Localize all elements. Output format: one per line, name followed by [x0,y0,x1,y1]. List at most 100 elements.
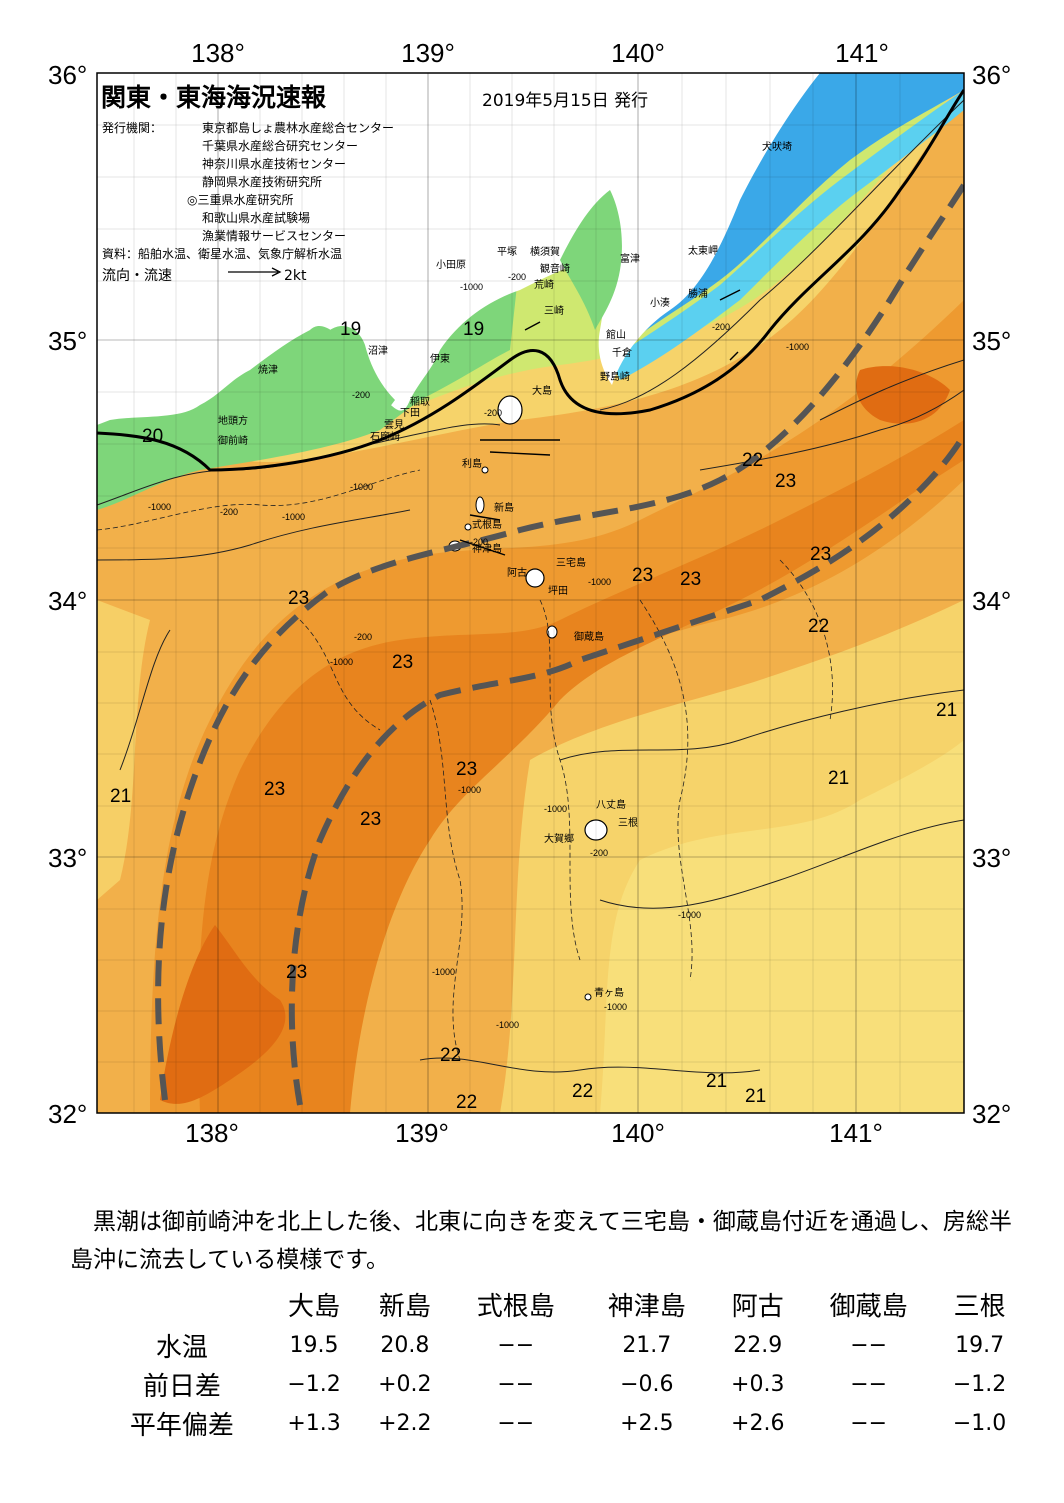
column-header: 御蔵島 [829,1291,908,1322]
kuroshio-deep-region [198,420,964,1113]
temp-label: 23 [775,471,796,492]
temp-label: 22 [742,450,763,471]
sea-west-band [97,600,150,900]
temp-label: 19 [463,319,484,340]
longitude-labels-top: 138° 139° 140° 141° [191,38,889,68]
place-okago: 大賀郷 [544,832,574,845]
issue-date: 2019年5月15日 発行 [482,91,648,111]
table-cell: 21.7 [622,1333,672,1358]
table-cell: +0.2 [378,1372,432,1397]
place-odawara: 小田原 [436,259,466,271]
summary-text: 黒潮は御前崎沖を北上した後、北東に向きを変えて三宅島・御蔵島付近を通過し、房総半… [70,1209,1012,1273]
lat-label-33-left: 33° [48,843,87,873]
column-header: 阿古 [731,1291,784,1322]
mikurajima-island [546,625,558,639]
temp-label: 22 [808,616,829,637]
place-kominato: 小湊 [650,296,670,309]
place-tateyama: 館山 [606,328,626,341]
table-cell: −1.2 [952,1372,1007,1397]
row-label: 平年偏差 [129,1411,234,1441]
temp-label: 19 [340,319,361,340]
table-cell: −− [497,1372,535,1397]
temperature-labels: 19 19 20 22 23 23 23 23 23 22 21 23 23 2… [110,319,957,1113]
place-taitomisaki: 太東岬 [688,244,718,257]
place-katsuura: 勝浦 [688,287,708,300]
depth-label: -1000 [678,910,701,920]
temp-label: 23 [360,809,381,830]
latitude-labels-left: 36° 35° 34° 33° 32° [48,60,87,1129]
place-futtsu: 富津 [620,252,640,265]
sea-pale-region [600,740,964,1113]
table-cell: −1.2 [287,1372,341,1397]
coastal-front-line [97,89,964,472]
map-frame [96,72,965,1114]
temp-label: 23 [288,588,309,609]
depth-label: -200 [508,272,526,282]
place-toshima: 利島 [462,457,482,470]
temp-label: 20 [142,426,163,447]
lat-label-34-left: 34° [48,586,87,616]
table-header-row: 大島 新島 式根島 神津島 阿古 御蔵島 三根 [95,1282,1025,1326]
place-mitsune: 三根 [618,816,638,829]
place-misaki: 三崎 [544,304,564,317]
place-arasaki: 荒崎 [534,278,554,291]
table-cell: −− [850,1333,888,1358]
table-cell: −1.0 [952,1411,1007,1436]
data-source: 資料：船舶水温、衛星水温、気象庁解析水温 [102,246,342,261]
temp-label: 23 [456,759,477,780]
flow-legend-scale: 2kt [284,268,307,284]
arrow-head-icon [271,267,282,277]
table-cell: −0.6 [620,1372,674,1397]
table-corner [95,1282,269,1326]
place-shikinejima: 式根島 [472,518,502,531]
aogashima-island [584,993,592,1001]
depth-label: -200 [470,537,488,547]
flow-legend-label: 流向・流速 [102,268,172,284]
miyakejima-island [525,568,545,588]
east-warm-patch [856,366,950,424]
place-yaizu: 焼津 [258,364,278,376]
place-hiratsuka: 平塚 [497,246,517,258]
issuer-2: 神奈川県水産技術センター [202,156,346,171]
depth-label: -1000 [282,512,305,522]
place-inatori: 稲取 [410,396,430,408]
place-aogashima: 青ヶ島 [594,986,624,999]
place-jitogata: 地頭方 [218,414,248,427]
place-kozushima: 神津島 [472,542,502,555]
column-header: 新島 [378,1291,431,1322]
issuer-4: ◎三重県水産研究所 [187,192,293,207]
depth-label: -1000 [432,967,455,977]
place-omaezaki: 御前崎 [218,434,248,447]
place-niijima: 新島 [494,501,514,514]
table-cell: +0.3 [731,1372,785,1397]
lon-label-140-bottom: 140° [611,1118,665,1148]
table-cell: −− [850,1372,888,1397]
depth-label: -200 [220,507,238,517]
place-kumomi: 雲見 [384,419,404,431]
depth-label: -200 [352,390,370,400]
depth-label: -1000 [350,482,373,492]
depth-label: -1000 [330,657,353,667]
place-irozaki: 石廊崎 [370,430,400,443]
place-yokosuka: 横須賀 [530,245,560,258]
depth-label: -1000 [460,282,483,292]
lon-label-141-top: 141° [835,38,889,68]
map-area [97,73,964,1113]
temp-label: 21 [745,1086,766,1107]
temp-label: 22 [572,1081,593,1102]
lon-label-138-top: 138° [191,38,245,68]
lat-label-35-right: 35° [972,326,1011,356]
island-temperature-table: 大島 新島 式根島 神津島 阿古 御蔵島 三根 水温 19.5 20.8 −− … [95,1282,1025,1443]
depth-label: -1000 [496,1020,519,1030]
temp-label: 21 [936,700,957,721]
place-inubosaki: 犬吠埼 [762,140,792,153]
sea-temperature-map: 138° 139° 140° 141° 138° 139° 140° 141° … [48,38,1011,1148]
temp-label: 23 [286,962,307,983]
table-cell: −− [497,1333,535,1358]
place-tsubota: 坪田 [548,584,568,597]
issuer-label: 発行機関： [102,120,162,135]
depth-contours [97,469,833,1061]
place-ako: 阿古 [507,566,527,579]
place-nojimazaki: 野島崎 [600,370,630,383]
issuer-5: 和歌山県水産試験場 [202,210,310,225]
